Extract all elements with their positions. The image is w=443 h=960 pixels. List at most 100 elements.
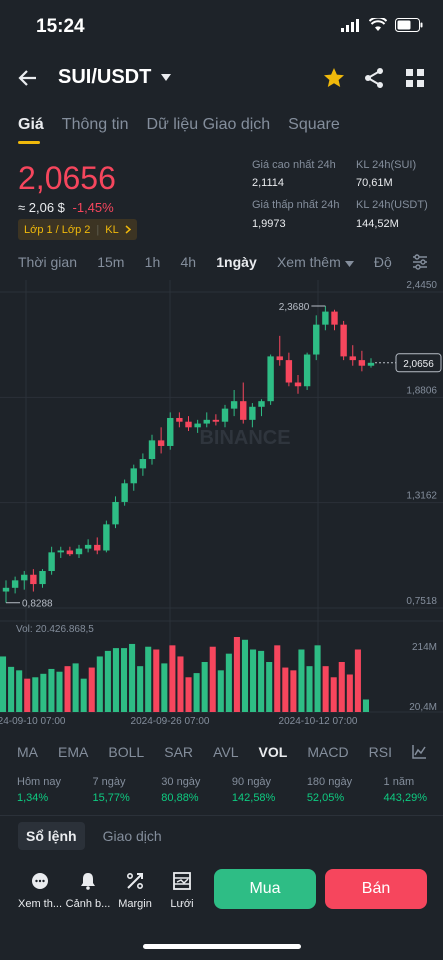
alert-button[interactable]: Cảnh b... [64, 872, 112, 910]
buy-button[interactable]: Mua [214, 869, 316, 909]
candle-body [2, 587, 10, 592]
x-tick-label: 2024-09-10 07:00 [0, 716, 66, 727]
volume-bar [32, 677, 39, 712]
candle-body [30, 574, 37, 585]
ind-sar[interactable]: SAR [164, 744, 194, 760]
candle-body [258, 401, 265, 407]
volume-bar [137, 666, 144, 712]
candle-body [340, 324, 347, 357]
x-tick-label: 2024-10-12 07:00 [279, 716, 358, 727]
candle-body [185, 421, 192, 428]
share-icon[interactable] [362, 66, 386, 90]
caret-down-icon [161, 74, 172, 81]
star-icon[interactable] [322, 66, 346, 90]
grid-bot-button[interactable]: Lưới [158, 872, 206, 910]
volume-bar [153, 649, 160, 712]
interval-depth[interactable]: Độ [373, 254, 392, 270]
low-annotation: 0,8288 [22, 599, 53, 610]
ind-vol[interactable]: VOL [258, 744, 288, 760]
volume-bar [346, 674, 353, 712]
ind-ema[interactable]: EMA [58, 744, 89, 760]
volume-bar [274, 645, 281, 712]
y-tick-label: 1,3162 [406, 491, 437, 502]
tab-info[interactable]: Thông tin [61, 116, 129, 133]
candle-body [66, 550, 74, 555]
volume-bar [322, 666, 329, 712]
interval-time[interactable]: Thời gian [18, 254, 77, 270]
interval-15m[interactable]: 15m [97, 254, 125, 270]
volume-bar [24, 678, 31, 712]
candle-body [130, 468, 137, 484]
layer-label: Lớp 1 / Lớp 2 [24, 223, 91, 236]
back-arrow-icon[interactable] [16, 66, 40, 90]
interval-1h[interactable]: 1h [144, 254, 161, 270]
volume-bar [290, 670, 297, 712]
candle-body [75, 548, 83, 555]
interval-1d[interactable]: 1ngày [216, 254, 257, 270]
wifi-icon [369, 18, 387, 31]
indicator-tabs: MA EMA BOLL SAR AVL VOL MACD RSI [17, 744, 427, 760]
vol-sui-label: KL 24h(SUI) [356, 159, 417, 171]
volume-bar [64, 666, 71, 712]
status-time: 15:24 [36, 16, 85, 37]
volume-bar [209, 646, 216, 712]
candle-body [358, 360, 366, 366]
layer-badge[interactable]: Lớp 1 / Lớp 2 | KL [18, 219, 137, 240]
candle-body [212, 419, 220, 422]
candle-body [11, 580, 19, 588]
grid-bot-icon [173, 872, 191, 890]
candle-body [230, 401, 238, 409]
tab-trading-data[interactable]: Dữ liệu Giao dịch [146, 116, 271, 133]
candle-body [167, 417, 174, 446]
tab-order-book[interactable]: Sổ lệnh [18, 822, 85, 850]
tab-square[interactable]: Square [288, 116, 340, 133]
y-tick-label: 0,7518 [406, 596, 437, 607]
interval-more[interactable]: Xem thêm [277, 254, 354, 270]
main-tabs: Giá Thông tin Dữ liệu Giao dịch Square [18, 116, 340, 144]
volume-bar [250, 649, 257, 712]
candle-body [148, 440, 156, 460]
candle-body [94, 544, 101, 551]
volume-bar [112, 648, 119, 712]
ind-macd[interactable]: MACD [307, 744, 349, 760]
volume-tick-label: 20,4M [409, 702, 437, 713]
low-24h-value: 1,9973 [252, 218, 286, 230]
perf-180d: 180 ngày 52,05% [306, 776, 353, 804]
volume-bar [193, 673, 200, 712]
interval-4h[interactable]: 4h [180, 254, 197, 270]
candle-body [367, 362, 375, 366]
ind-avl[interactable]: AVL [213, 744, 239, 760]
caret-down-icon [344, 261, 354, 267]
candle-body [57, 550, 64, 553]
indicator-chart-icon[interactable] [412, 744, 427, 759]
candlestick-chart[interactable]: 2,4450 1,8806 1,3162 0,7518 BINANCE 2,3680 0,8… [0, 280, 443, 730]
ind-boll[interactable]: BOLL [108, 744, 145, 760]
candle-body [176, 417, 183, 422]
sell-button[interactable]: Bán [325, 869, 427, 909]
margin-button[interactable]: Margin [111, 872, 159, 910]
chart-settings-icon[interactable] [412, 254, 428, 270]
candle-body [294, 382, 302, 387]
vol-sui-value: 70,61M [356, 177, 393, 189]
tab-price[interactable]: Giá [18, 116, 44, 144]
ind-rsi[interactable]: RSI [368, 744, 392, 760]
candle-body [84, 544, 92, 549]
volume-bar [56, 671, 63, 712]
current-price-box [395, 353, 442, 373]
grid-icon[interactable] [403, 66, 427, 90]
tab-trades[interactable]: Giao dịch [102, 828, 162, 844]
home-indicator[interactable] [143, 944, 301, 949]
volume-bar [72, 663, 79, 712]
margin-icon [126, 872, 144, 890]
divider [0, 815, 443, 816]
candle-body [303, 354, 311, 387]
ind-ma[interactable]: MA [17, 744, 38, 760]
pair-selector[interactable]: SUI/USDT [58, 66, 172, 89]
battery-icon [395, 18, 423, 32]
pair-title: SUI/USDT [58, 66, 152, 88]
volume-bar [129, 643, 136, 712]
volume-label: Vol: 20.426.868,5 [16, 624, 94, 635]
perf-7d: 7 ngày 15,77% [92, 776, 130, 804]
more-button[interactable]: Xem th... [16, 872, 64, 910]
interval-bar: Thời gian 15m 1h 4h 1ngày Xem thêm Độ [18, 254, 428, 270]
